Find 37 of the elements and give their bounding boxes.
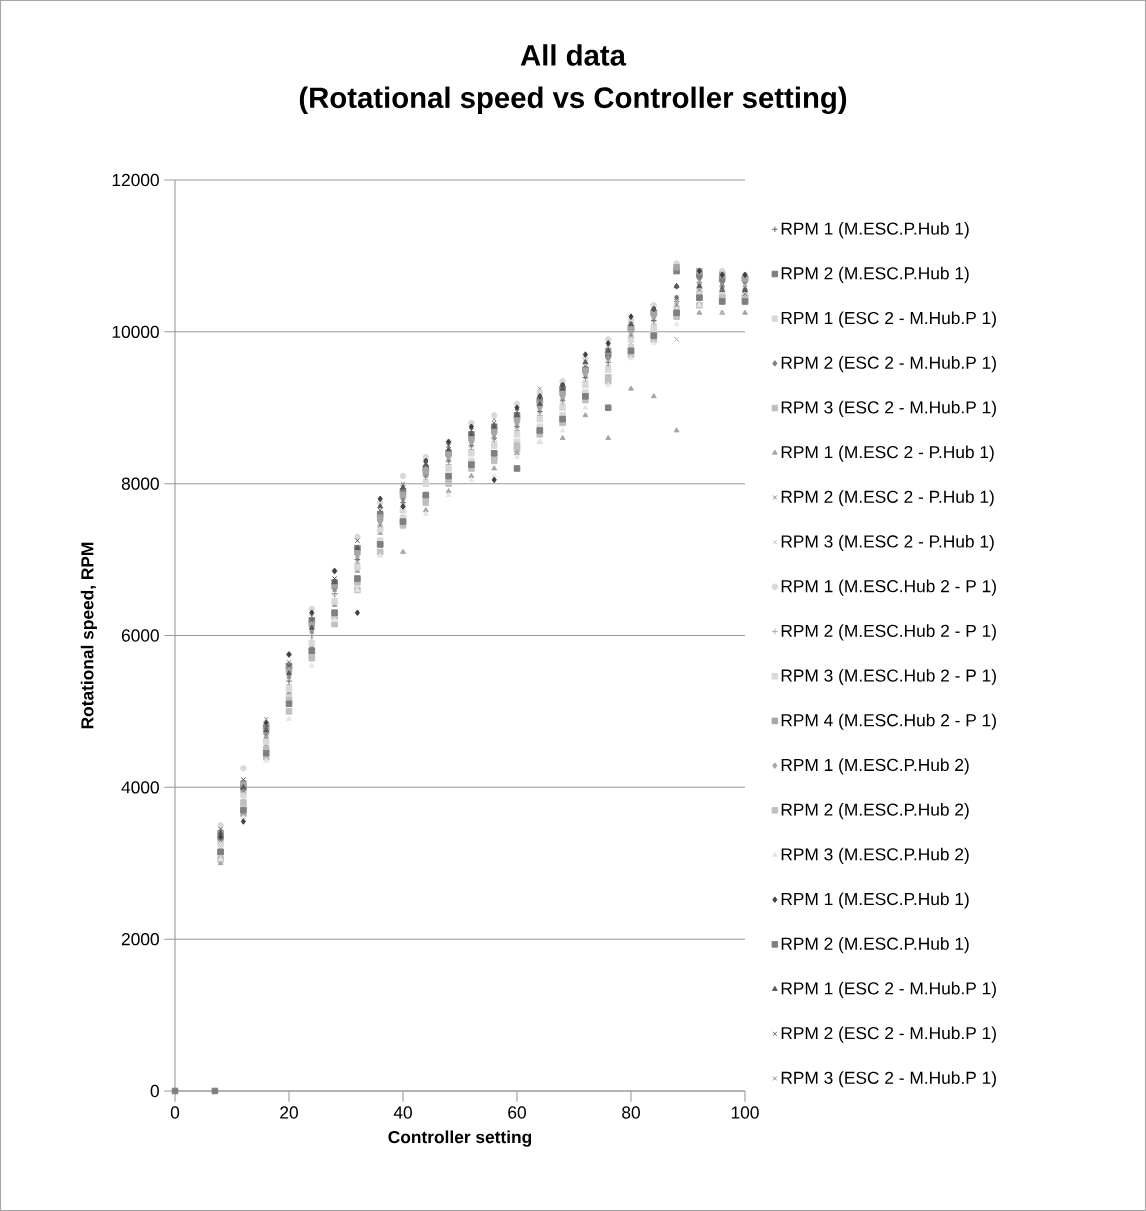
legend-label: RPM 3 (ESC 2 - M.Hub.P 1) xyxy=(781,400,996,417)
legend-label: RPM 1 (M.ESC.P.Hub 1) xyxy=(781,892,969,909)
x-tick-label: 100 xyxy=(731,1106,759,1119)
chart-title: All data xyxy=(520,44,627,66)
y-tick-label: 12000 xyxy=(112,173,159,187)
legend-label: RPM 1 (M.ESC.P.Hub 2) xyxy=(781,758,969,775)
y-tick-label: 10000 xyxy=(112,325,159,338)
legend-label: RPM 3 (M.ESC.Hub 2 - P 1) xyxy=(781,668,996,686)
x-axis-title: Controller setting xyxy=(388,1130,532,1147)
legend-label: RPM 1 (ESC 2 - M.Hub.P 1) xyxy=(781,981,996,998)
y-tick-label: 2000 xyxy=(121,933,159,946)
legend-label: RPM 1 (M.ESC.Hub 2 - P 1) xyxy=(781,579,996,596)
chart-subtitle: (Rotational speed vs Controller setting) xyxy=(299,86,847,115)
legend-label: RPM 1 (M.ESC 2 - P.Hub 1) xyxy=(781,445,994,462)
x-tick-label: 40 xyxy=(393,1106,412,1119)
y-tick-label: 0 xyxy=(150,1084,159,1098)
legend-label: RPM 2 (M.ESC.P.Hub 2) xyxy=(781,803,969,820)
y-axis-title: Rotational speed, RPM xyxy=(80,542,97,729)
legend-label: RPM 4 (M.ESC.Hub 2 - P 1) xyxy=(781,713,996,730)
legend-label: RPM 2 (M.ESC.P.Hub 1) xyxy=(781,937,969,954)
legend-label: RPM 3 (M.ESC.P.Hub 2) xyxy=(781,847,969,864)
legend-label: RPM 2 (M.ESC.Hub 2 - P 1) xyxy=(781,624,996,641)
x-tick-label: 60 xyxy=(508,1106,526,1119)
y-tick-label: 8000 xyxy=(121,477,159,490)
legend-label: RPM 1 (M.ESC.P.Hub 1) xyxy=(781,222,969,239)
legend-label: RPM 2 (M.ESC 2 - P.Hub 1) xyxy=(781,490,994,507)
legend-label: RPM 3 (ESC 2 - M.Hub.P 1) xyxy=(781,1071,996,1088)
legend-label: RPM 3 (M.ESC 2 - P.Hub 1) xyxy=(781,534,994,552)
legend-label: RPM 1 (ESC 2 - M.Hub.P 1) xyxy=(781,311,996,328)
legend-label: RPM 2 (ESC 2 - M.Hub.P 1) xyxy=(781,356,996,373)
x-tick-label: 80 xyxy=(622,1106,640,1119)
x-tick-label: 20 xyxy=(280,1106,298,1119)
legend-label: RPM 2 (M.ESC.P.Hub 1) xyxy=(781,266,969,283)
y-tick-label: 4000 xyxy=(121,781,159,794)
legend-label: RPM 2 (ESC 2 - M.Hub.P 1) xyxy=(781,1026,996,1043)
y-tick-label: 6000 xyxy=(121,629,159,642)
x-tick-label: 0 xyxy=(170,1106,180,1119)
